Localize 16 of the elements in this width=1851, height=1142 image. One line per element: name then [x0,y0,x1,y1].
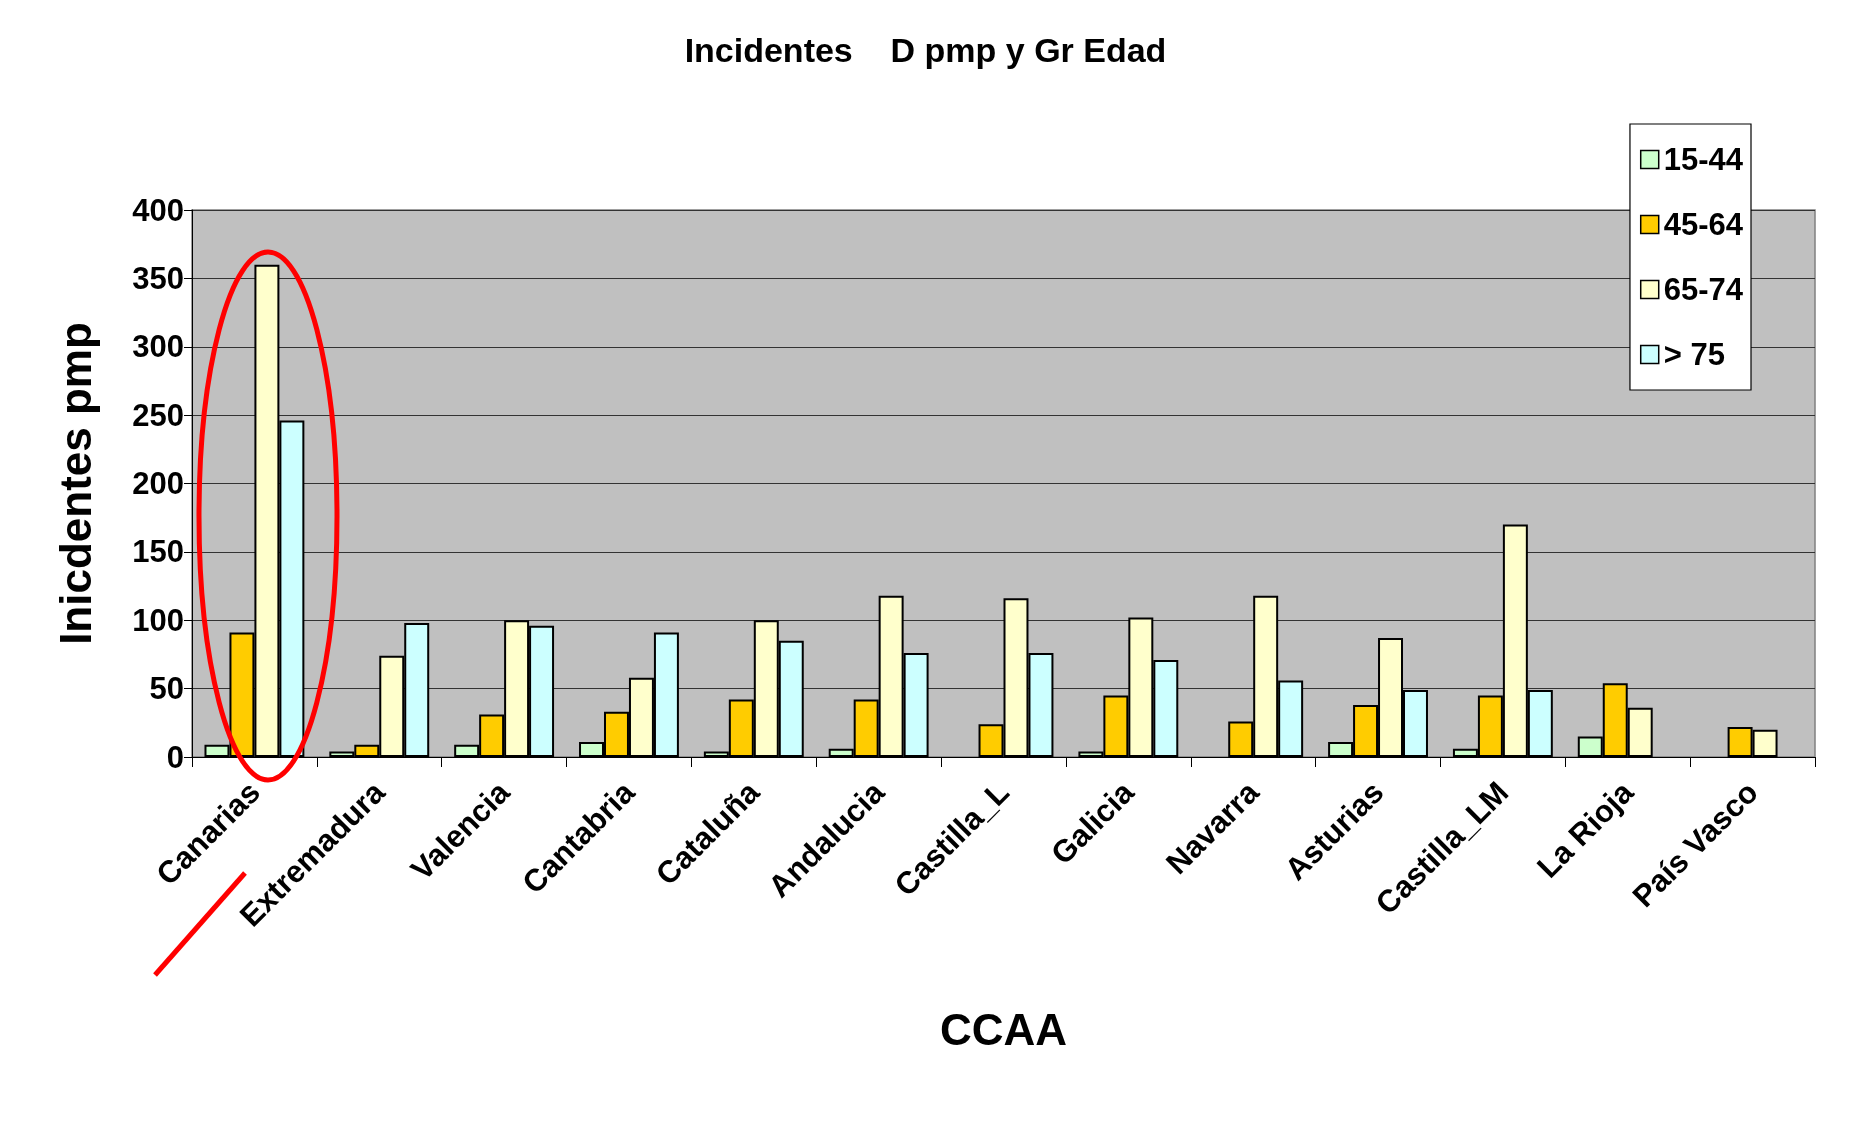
legend-label: > 75 [1663,337,1725,372]
chart-title: Incidentes D pmp y Gr Edad [684,31,1167,69]
y-tick-label: 100 [132,602,184,638]
y-tick-label: 400 [132,192,184,228]
y-tick-label: 150 [132,534,184,570]
y-axis-title: Inicdentes pmp [50,322,100,645]
y-tick-label: 350 [132,260,184,296]
x-axis-title: CCAA [939,1004,1068,1054]
y-tick-label: 0 [166,739,184,775]
legend-label: 45-64 [1663,207,1744,242]
legend-label: 15-44 [1663,142,1744,177]
y-tick-label: 200 [132,466,184,501]
legend-label: 65-74 [1663,272,1744,307]
y-tick-label: 300 [132,329,184,365]
y-tick-label: 250 [132,397,184,433]
y-tick-label: 50 [149,671,184,707]
